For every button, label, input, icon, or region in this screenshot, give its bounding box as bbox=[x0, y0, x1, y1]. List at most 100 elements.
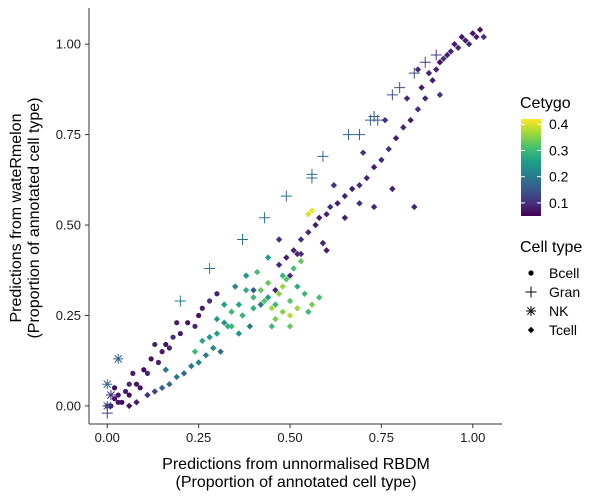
legend-key-gran bbox=[525, 286, 537, 298]
tcell-point bbox=[316, 294, 323, 301]
tcell-point bbox=[268, 305, 275, 312]
tcell-point bbox=[305, 308, 312, 316]
gran-point bbox=[237, 234, 249, 246]
tcell-point bbox=[264, 254, 272, 261]
bcell-point bbox=[177, 330, 183, 337]
tcell-point bbox=[341, 192, 349, 200]
tcell-point bbox=[221, 301, 228, 308]
tcell-point bbox=[272, 315, 279, 323]
tcell-point bbox=[440, 55, 447, 62]
tcell-point bbox=[224, 323, 232, 330]
bcell-point bbox=[126, 381, 132, 387]
tcell-point bbox=[414, 66, 422, 73]
tcell-point bbox=[327, 203, 334, 211]
tcell-point bbox=[268, 323, 275, 330]
tcell-point bbox=[283, 254, 290, 261]
tcell-point bbox=[319, 239, 327, 247]
tcell-point bbox=[356, 182, 363, 189]
tcell-point bbox=[217, 348, 224, 355]
bcell-point bbox=[119, 399, 125, 405]
tcell-point bbox=[294, 305, 301, 312]
tcell-point bbox=[228, 323, 235, 330]
series-tcell bbox=[126, 26, 487, 410]
bcell-point bbox=[122, 388, 129, 395]
tcell-point bbox=[348, 185, 356, 193]
bcell-point bbox=[207, 298, 213, 304]
shape-legend: Cell type Bcell Gran NK Tcell bbox=[520, 239, 582, 338]
x-tick-label: 0.75 bbox=[369, 430, 394, 445]
tcell-point bbox=[308, 207, 316, 214]
tcell-point bbox=[286, 323, 294, 330]
tcell-point bbox=[462, 37, 469, 44]
tcell-point bbox=[385, 145, 392, 153]
bcell-point bbox=[152, 341, 158, 348]
x-axis-ticks: 0.00 0.25 0.50 0.75 1.00 bbox=[95, 424, 485, 445]
tcell-point bbox=[257, 286, 264, 294]
tcell-point bbox=[433, 66, 440, 73]
y-axis-title-line-1: Predictions from wateRmelon bbox=[8, 114, 25, 323]
gran-point bbox=[386, 89, 398, 101]
bcell-point bbox=[163, 341, 169, 348]
bcell-point bbox=[115, 392, 121, 398]
tcell-point bbox=[308, 301, 316, 308]
tcell-point bbox=[469, 30, 476, 37]
colorbar-ticks: 0.1 0.2 0.3 0.4 bbox=[521, 116, 569, 211]
tcell-point bbox=[275, 261, 283, 269]
tcell-point bbox=[250, 286, 257, 294]
tcell-point bbox=[389, 185, 396, 193]
colorbar-tick-label: 0.1 bbox=[549, 195, 569, 211]
tcell-point bbox=[272, 286, 279, 294]
tcell-point bbox=[414, 106, 422, 113]
tcell-point bbox=[425, 69, 433, 77]
x-tick-label: 0.25 bbox=[186, 430, 211, 445]
tcell-point bbox=[381, 116, 389, 124]
tcell-point bbox=[206, 333, 213, 341]
tcell-point bbox=[323, 210, 330, 218]
tcell-point bbox=[202, 352, 210, 359]
tcell-point bbox=[297, 236, 305, 243]
tcell-point bbox=[242, 286, 250, 294]
colorbar bbox=[521, 119, 541, 216]
tcell-point bbox=[286, 297, 294, 305]
tcell-point bbox=[418, 84, 425, 91]
tcell-point bbox=[133, 399, 140, 406]
tcell-point bbox=[305, 229, 312, 236]
nk-point bbox=[113, 353, 124, 364]
tcell-point bbox=[312, 221, 319, 229]
y-axis-ticks: 0.00 0.25 0.50 0.75 1.00 bbox=[56, 37, 89, 413]
gran-point bbox=[408, 67, 420, 79]
tcell-point bbox=[151, 388, 158, 395]
colorbar-tick-label: 0.2 bbox=[549, 169, 569, 185]
tcell-point bbox=[290, 247, 297, 254]
x-tick-label: 0.50 bbox=[277, 430, 302, 445]
tcell-point bbox=[323, 247, 330, 254]
bcell-point bbox=[174, 320, 180, 326]
y-tick-label: 0.00 bbox=[56, 398, 81, 413]
x-axis-title-line-2: (Proportion of annotated cell type) bbox=[175, 474, 416, 491]
tcell-point bbox=[213, 330, 221, 337]
bcell-point bbox=[126, 392, 132, 398]
legend-key-tcell bbox=[527, 326, 535, 334]
tcell-point bbox=[166, 381, 173, 388]
tcell-point bbox=[264, 294, 272, 301]
tcell-point bbox=[272, 301, 279, 308]
gran-point bbox=[353, 129, 365, 141]
tcell-point bbox=[242, 272, 250, 279]
tcell-point bbox=[221, 319, 228, 326]
tcell-point bbox=[297, 258, 305, 265]
y-axis-title-line-2: (Proportion of annotated cell type) bbox=[26, 97, 43, 338]
tcell-point bbox=[162, 366, 169, 373]
tcell-point bbox=[443, 51, 451, 59]
tcell-point bbox=[356, 200, 363, 207]
legend-key-bcell bbox=[528, 270, 534, 276]
tcell-point bbox=[126, 402, 133, 410]
bcell-point bbox=[111, 385, 118, 391]
tcell-point bbox=[301, 290, 308, 297]
bcell-point bbox=[144, 370, 151, 376]
tcell-point bbox=[235, 301, 243, 308]
tcell-point bbox=[228, 308, 235, 316]
y-tick-label: 0.50 bbox=[56, 218, 81, 233]
y-tick-label: 0.75 bbox=[56, 127, 81, 142]
gran-point bbox=[280, 190, 292, 202]
gran-point bbox=[204, 262, 216, 274]
